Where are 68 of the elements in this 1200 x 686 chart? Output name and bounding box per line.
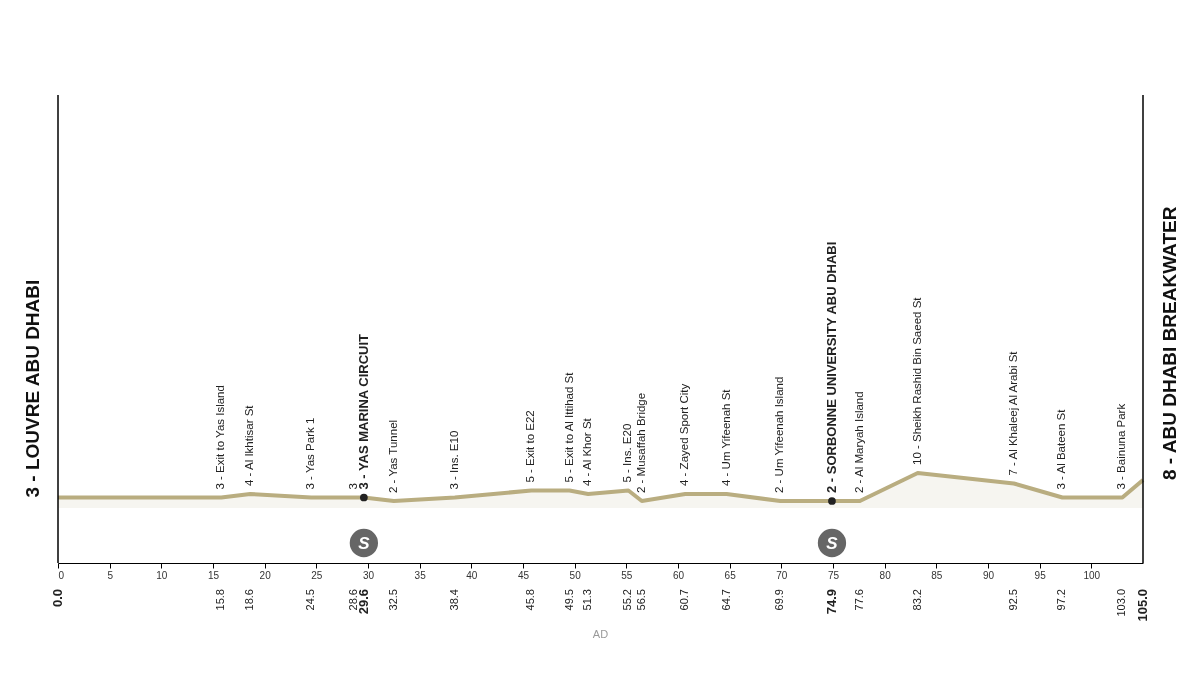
- x2-tick-label: 45.8: [524, 589, 537, 611]
- data-label: 2 - Um Yifeenah Island: [773, 376, 786, 493]
- x2-tick-label: 24.5: [304, 589, 317, 611]
- x2-tick-label: 64.7: [719, 589, 732, 611]
- data-label: 5 - Ins. E20: [621, 423, 634, 483]
- data-label: 2 - Yas Tunnel: [386, 419, 399, 493]
- x-tick-label: 95: [1034, 569, 1047, 581]
- x2-tick-label: 92.5: [1006, 589, 1019, 611]
- x-tick-label: 5: [107, 569, 114, 581]
- data-label: 3 - Bainuna Park: [1115, 403, 1128, 490]
- x2-tick-label: 28.6: [346, 589, 359, 611]
- x2-tick-label: 18.6: [243, 589, 256, 611]
- x2-tick-label: 105.0: [1135, 589, 1150, 622]
- x-tick-label: 90: [982, 569, 995, 581]
- data-label: 5 - Exit to Al Ittihad St: [562, 371, 575, 483]
- data-label: 4 - Al Ikhtisar St: [243, 404, 256, 486]
- x-tick-label: 40: [466, 569, 478, 581]
- data-label: 3 - Ins. E10: [447, 430, 460, 490]
- x-tick-label: 35: [414, 569, 427, 581]
- x2-tick-label: 69.9: [773, 589, 786, 611]
- x-tick-label: 15: [207, 569, 220, 581]
- text: AD: [592, 628, 609, 640]
- x-tick-label: 50: [569, 569, 582, 581]
- x-tick-label: 100: [1083, 569, 1101, 581]
- data-label: 8 - ABU DHABI BREAKWATER: [1159, 206, 1180, 480]
- x2-tick-label: 15.8: [214, 589, 227, 611]
- data-label: 3 - Yas Park 1: [304, 417, 317, 490]
- x-tick-label: 55: [621, 569, 633, 581]
- x2-tick-label: 97.2: [1055, 589, 1068, 611]
- x-tick-label: 80: [879, 569, 892, 581]
- x2-tick-label: 38.4: [447, 589, 460, 611]
- data-label: 4 - Zayed Sport City: [678, 383, 691, 486]
- x2-tick-label: 49.5: [562, 589, 575, 611]
- data-label: 4 - Um Yifeenah St: [719, 388, 732, 486]
- data-label: 2 - Musaffah Bridge: [634, 392, 647, 493]
- x2-tick-label: 51.3: [581, 589, 594, 611]
- x-tick-label: 85: [931, 569, 943, 581]
- data-label: 10 - Sheikh Rashid Bin Saeed St: [910, 296, 923, 465]
- annotation: S: [826, 534, 839, 553]
- x-tick-label: 10: [156, 569, 168, 581]
- x2-tick-label: 103.0: [1115, 589, 1128, 617]
- x-tick-label: 30: [362, 569, 375, 581]
- data-label: 3 - Exit to Yas Island: [214, 385, 227, 490]
- x2-tick-label: 83.2: [910, 589, 923, 611]
- x2-tick-label: 56.5: [634, 589, 647, 611]
- x-tick-label: 0: [58, 569, 65, 581]
- x2-tick-label: 0.0: [50, 589, 65, 608]
- data-label: 4 - Al Khor St: [581, 417, 594, 486]
- data-label: 2 - SORBONNE UNIVERSITY ABU DHABI: [823, 241, 839, 493]
- data-label: 2 - Al Maryah Island: [852, 391, 865, 493]
- data-label: 5 - Exit to E22: [524, 410, 537, 483]
- x-tick-label: 65: [724, 569, 737, 581]
- x2-tick-label: 77.6: [852, 589, 865, 611]
- data-label: 3: [346, 483, 359, 490]
- x2-tick-label: 74.9: [823, 589, 839, 615]
- x-tick-label: 75: [827, 569, 840, 581]
- data-label: 3 - LOUVRE ABU DHABI: [22, 279, 43, 498]
- x-tick-label: 60: [672, 569, 685, 581]
- x2-tick-label: 32.5: [386, 589, 399, 611]
- x-tick-label: 20: [259, 569, 272, 581]
- data-label: 3 - Al Bateen St: [1055, 408, 1068, 490]
- annotation: S: [358, 534, 371, 553]
- x-tick-label: 70: [776, 569, 788, 581]
- x2-tick-label: 60.7: [678, 589, 691, 611]
- x-tick-label: 25: [311, 569, 323, 581]
- x-tick-label: 45: [517, 569, 530, 581]
- data-label: 7 - Al Khaleej Al Arabi St: [1006, 350, 1019, 476]
- x2-tick-label: 55.2: [621, 589, 634, 611]
